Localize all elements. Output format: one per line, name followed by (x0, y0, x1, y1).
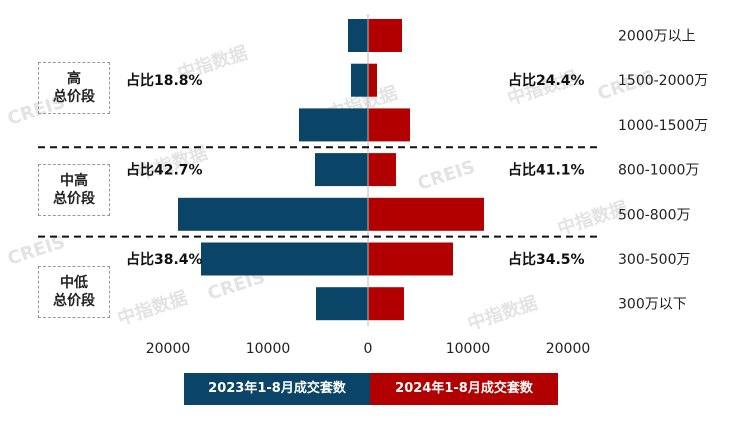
bar-2023 (178, 197, 368, 231)
x-tick-labels: 20000 10000 0 10000 20000 (146, 341, 591, 357)
category-label: 2000万以上 (618, 29, 696, 45)
category-label: 800-1000万 (618, 163, 699, 179)
bar-2023 (315, 153, 368, 187)
group-label-mid-high: 中高 总价段 (38, 164, 110, 216)
group-label-line1: 中高 (60, 173, 88, 189)
category-label: 1500-2000万 (618, 73, 708, 89)
watermark-text: 中指数据 (465, 292, 540, 335)
group-label-line1: 中低 (60, 275, 88, 291)
x-tick-label: 20000 (146, 341, 191, 357)
group-label-line1: 高 (67, 71, 81, 87)
share-labels: 占比18.8% 占比24.4% 占比42.7% 占比41.1% 占比38.4% 占比34.… (126, 72, 585, 268)
bar-2024 (368, 153, 396, 187)
legend-item-2023: 2023年1-8月成交套数 (184, 373, 370, 405)
category-label: 500-800万 (618, 207, 691, 223)
group-label-line2: 总价段 (53, 191, 95, 207)
group-label-high: 高 总价段 (38, 62, 110, 114)
share-label-2024: 占比41.1% (508, 162, 585, 179)
bar-2023 (201, 242, 368, 276)
group-label-line2: 总价段 (53, 293, 95, 309)
x-tick-label: 0 (364, 341, 373, 357)
legend: 2023年1-8月成交套数 2024年1-8月成交套数 (184, 373, 558, 405)
share-label-2023: 占比38.4% (126, 251, 203, 268)
watermark-text: CREIS (5, 232, 68, 270)
x-tick-label: 10000 (246, 341, 291, 357)
category-label: 300万以下 (618, 297, 687, 313)
bar-2024 (368, 63, 377, 97)
bar-2023 (351, 63, 368, 97)
x-tick-label: 10000 (446, 341, 491, 357)
bar-2024 (368, 242, 453, 276)
bar-2023 (299, 108, 368, 142)
bar-2023 (348, 19, 368, 52)
group-label-line2: 总价段 (53, 89, 95, 105)
legend-item-2024: 2024年1-8月成交套数 (370, 373, 558, 405)
x-tick-label: 20000 (546, 341, 591, 357)
share-label-2024: 占比34.5% (508, 251, 585, 268)
share-label-2023: 占比42.7% (126, 162, 203, 179)
bars-layer (178, 19, 484, 321)
share-label-2023: 占比18.8% (126, 72, 203, 89)
group-label-mid-low: 中低 总价段 (38, 266, 110, 318)
share-label-2024: 占比24.4% (508, 72, 585, 89)
watermark-text: CREIS (415, 157, 478, 195)
watermark-text: 中指数据 (115, 287, 190, 330)
bar-2024 (368, 108, 410, 142)
category-label: 300-500万 (618, 252, 691, 268)
category-label: 1000-1500万 (618, 118, 708, 134)
bar-2024 (368, 19, 402, 52)
bar-2024 (368, 287, 404, 321)
category-labels: 2000万以上 1500-2000万 1000-1500万 800-1000万 500-… (618, 29, 708, 313)
group-dividers (38, 146, 600, 238)
bar-2023 (316, 287, 368, 321)
bar-2024 (368, 197, 484, 231)
